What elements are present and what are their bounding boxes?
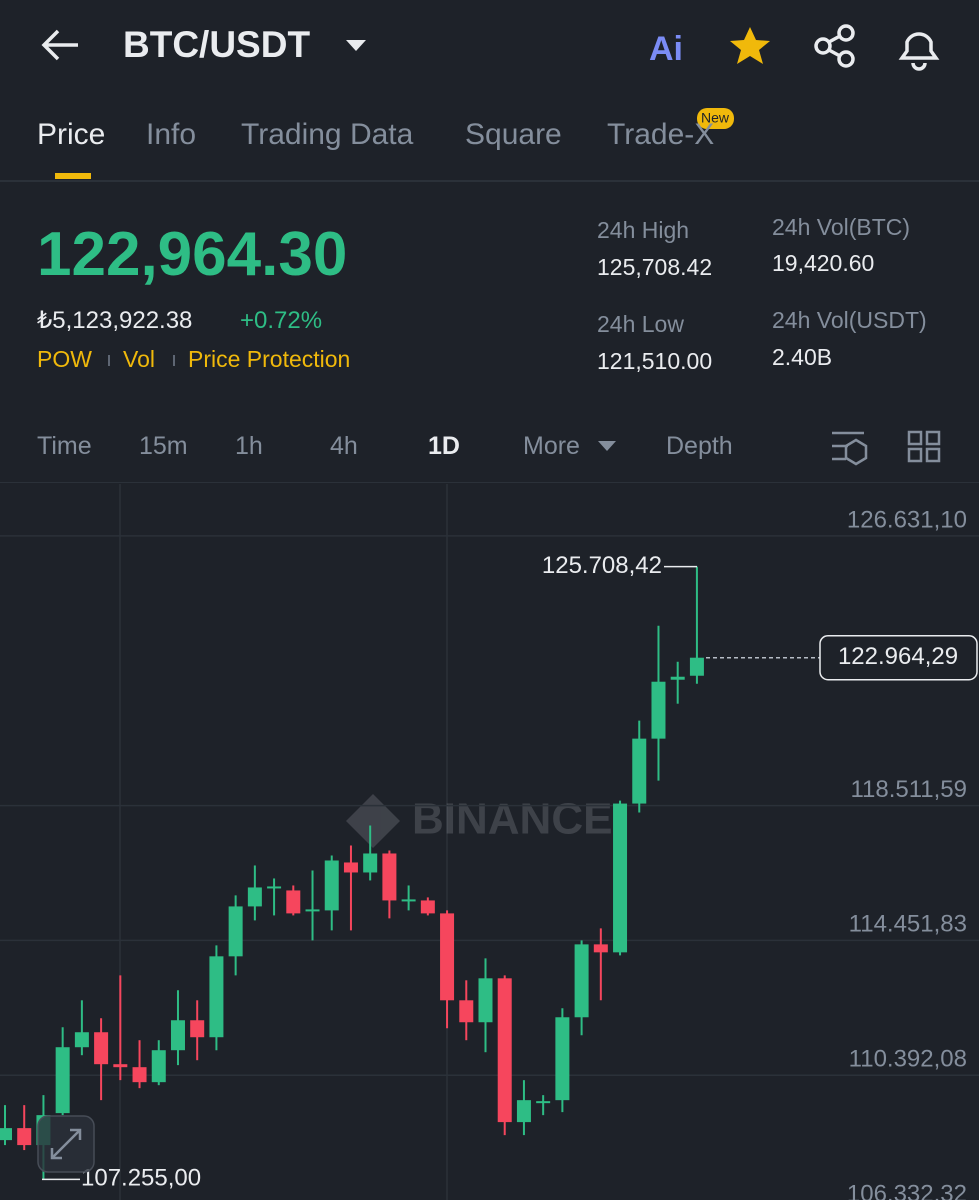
zoom-icon (50, 1128, 82, 1160)
pair[interactable]: BTC/USDT (123, 24, 311, 65)
badge-text: New (701, 110, 730, 126)
candle-body (190, 1020, 205, 1038)
stat-value: 121,510.00 (597, 348, 713, 374)
tag[interactable]: Price Protection (188, 346, 351, 372)
candle-body (459, 1000, 474, 1023)
candle-body (343, 862, 358, 873)
share-icon[interactable] (814, 24, 855, 68)
interval[interactable]: 1h (235, 432, 263, 460)
interval[interactable]: 4h (330, 432, 358, 460)
stat-value: 19,420.60 (772, 250, 875, 276)
interval[interactable]: More (523, 432, 580, 460)
annotation: 107.255,00 (81, 1165, 201, 1192)
y-tick-label: 118.511,59 (850, 776, 967, 803)
stat-label: 24h Vol(BTC) (772, 214, 911, 240)
candle-body (516, 1100, 531, 1123)
chart: BINANCE 126.631,10 118.511,59 114.451,83 11… (0, 484, 979, 1200)
layout-icon[interactable] (907, 430, 941, 463)
local-price: ₺5,123,922.38 (37, 307, 193, 334)
back-icon[interactable] (41, 29, 78, 61)
candle-body (593, 944, 608, 953)
tab[interactable]: Info (146, 118, 197, 151)
annotation: 125.708,42 (542, 552, 662, 579)
candle-body (613, 803, 628, 953)
candle-body (267, 886, 282, 889)
y-tick-label: 106.332,32 (847, 1180, 967, 1200)
candle-body (536, 1101, 551, 1104)
candle-body (55, 1047, 70, 1114)
candle-body (478, 978, 493, 1023)
stat-value: 2.40B (772, 344, 833, 370)
candle-body (247, 887, 262, 907)
stat-value: 125,708.42 (597, 254, 713, 280)
tag[interactable]: POW (37, 346, 92, 372)
y-tick-label: 126.631,10 (847, 506, 967, 533)
candle-body (689, 657, 704, 676)
candle-body (382, 853, 397, 901)
interval[interactable]: Time (37, 432, 92, 460)
favorite-icon[interactable] (730, 27, 770, 64)
ai-icon[interactable]: Ai (649, 30, 683, 68)
watermark-text: BINANCE (412, 795, 612, 844)
price-label: 122.964,29 (838, 643, 958, 670)
dropdown-icon[interactable] (346, 40, 366, 51)
interval[interactable]: 15m (139, 432, 188, 460)
stat-label: 24h High (597, 217, 690, 243)
tab-indicator (55, 173, 91, 179)
candle-body (0, 1128, 12, 1141)
candle-body (305, 909, 320, 912)
candle-body (324, 860, 339, 911)
candle-body (113, 1064, 128, 1068)
candle-body (363, 853, 378, 873)
stat-label: 24h Vol(USDT) (772, 307, 927, 333)
stat-label: 24h Low (597, 311, 684, 337)
candle-body (132, 1067, 147, 1083)
candle-body (151, 1050, 166, 1083)
badge (697, 108, 734, 129)
candle-body (574, 944, 589, 1018)
price-box (819, 634, 978, 681)
last-price: 122,964.30 (37, 220, 348, 289)
candle-body (555, 1017, 570, 1101)
candle-body (651, 681, 666, 739)
candle-body (74, 1032, 89, 1048)
tab[interactable]: Price (37, 118, 106, 151)
interval[interactable]: Depth (666, 432, 733, 460)
candle-body (420, 900, 435, 914)
candle-body (94, 1032, 109, 1065)
tab[interactable]: Trading Data (241, 118, 414, 151)
candle-body (17, 1128, 32, 1146)
tag[interactable]: Vol (123, 346, 155, 372)
tab[interactable]: Square (465, 118, 562, 151)
y-tick-label: 110.392,08 (849, 1046, 967, 1073)
zoom-button[interactable] (37, 1115, 95, 1173)
candle-body (286, 890, 301, 914)
bell-icon[interactable] (898, 32, 940, 71)
interval[interactable]: 1D (428, 432, 460, 460)
candle-body (170, 1020, 185, 1051)
candle-body (497, 978, 512, 1123)
candle-body (401, 899, 416, 902)
candle-body (670, 676, 685, 680)
indicator-icon[interactable] (832, 431, 868, 466)
icons: Ai New (0, 24, 979, 483)
watermark: BINANCE (346, 794, 612, 848)
tab[interactable]: Trade-X (607, 118, 715, 151)
candle-body (209, 956, 224, 1038)
candle-body (632, 738, 647, 804)
candle-body (440, 913, 455, 1001)
candle-body (228, 906, 243, 957)
y-tick-label: 114.451,83 (849, 911, 967, 938)
change: +0.72% (240, 307, 323, 334)
more-icon[interactable] (598, 441, 616, 451)
